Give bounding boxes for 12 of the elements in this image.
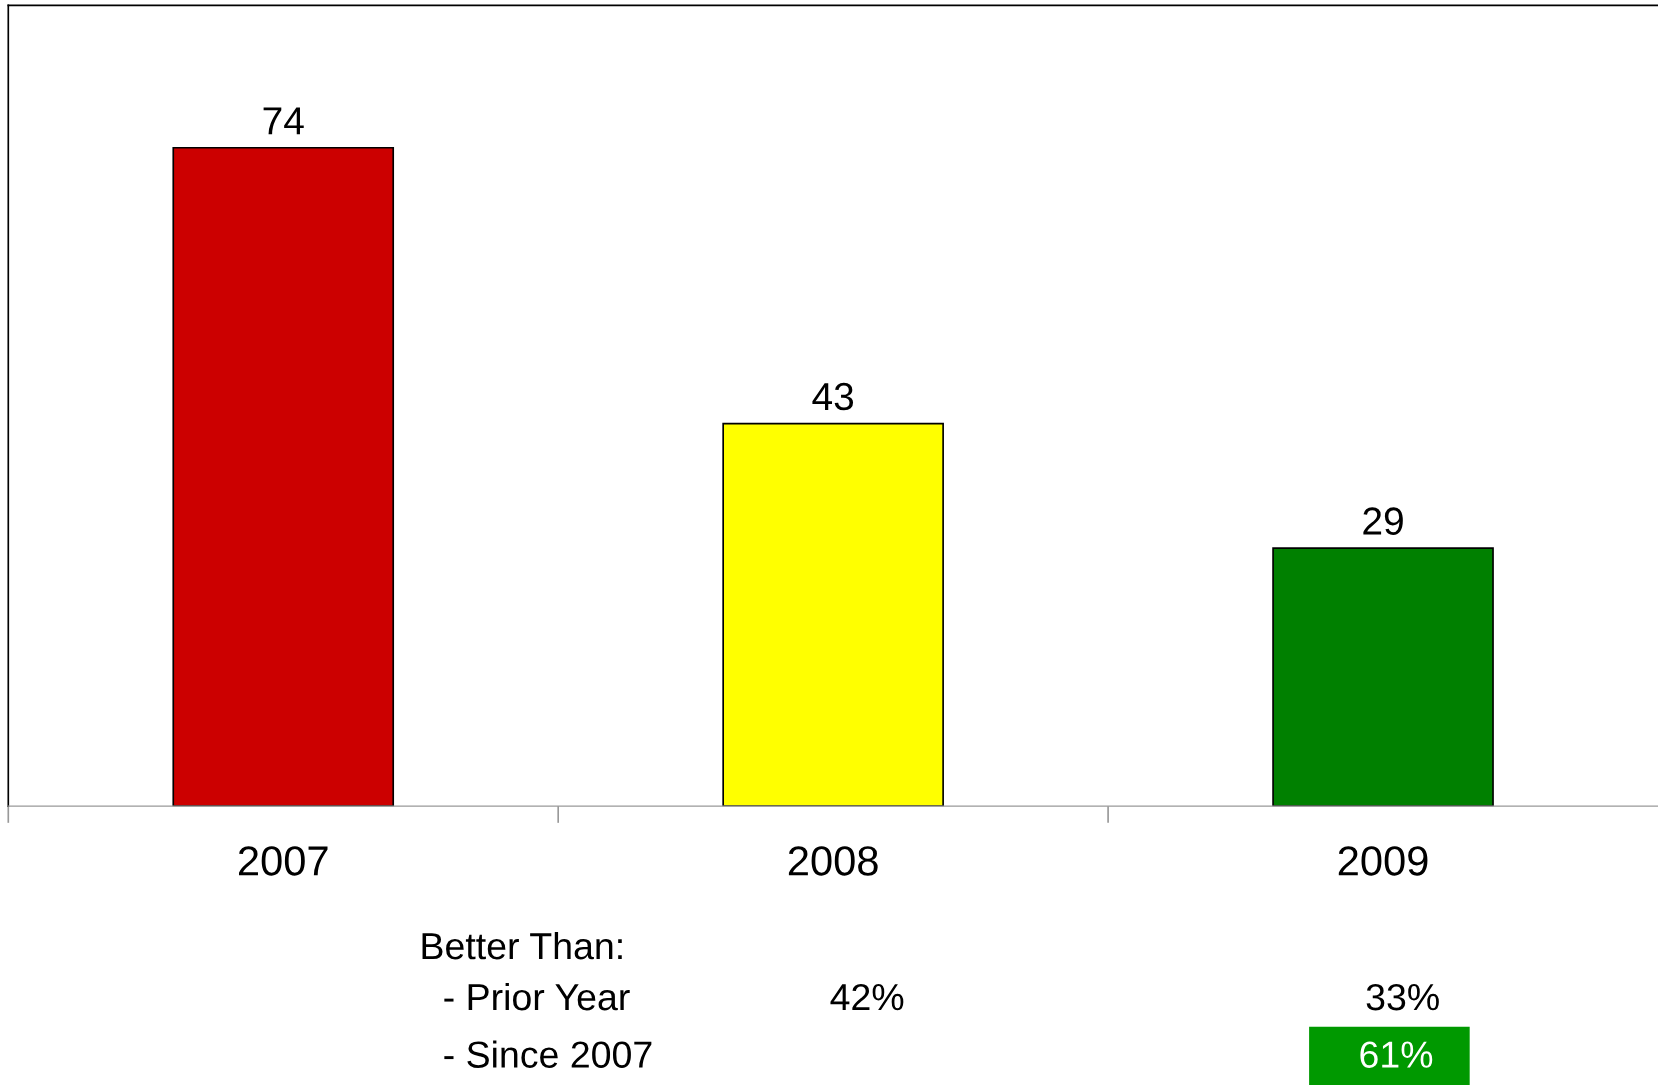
text: 61% [1360,1041,1433,1068]
x-tick-label: 2009 [1338,846,1428,876]
data-label: 43 [812,382,854,411]
x-tick-label: 2007 [239,846,328,876]
text: - Prior Year [444,982,630,1011]
text: - Since 2007 [444,1040,652,1068]
x-tick-label: 2008 [788,846,878,876]
data-label: 74 [263,107,304,135]
data-label: 29 [1363,507,1403,535]
text: 33% [1366,983,1439,1011]
text: Better Than: [422,931,622,960]
text: 42% [830,983,904,1011]
